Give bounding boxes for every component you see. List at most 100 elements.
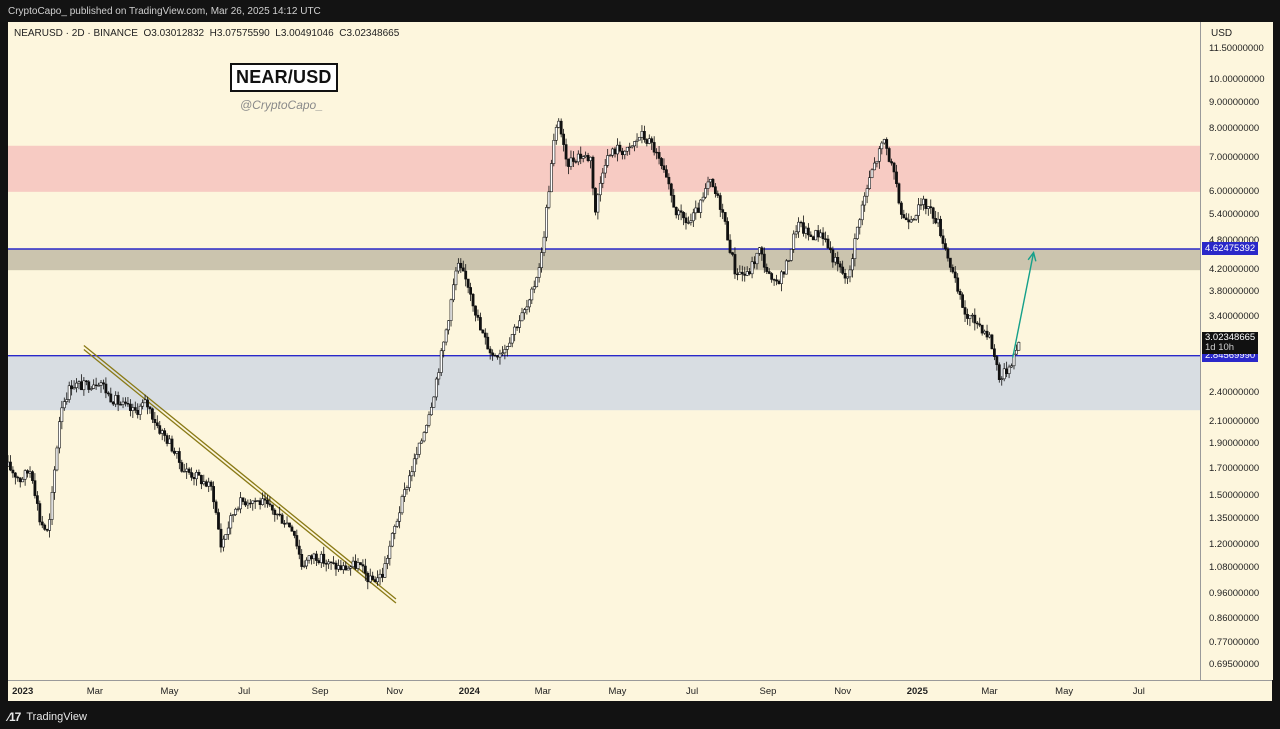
candle-body	[899, 202, 903, 215]
candle-body	[141, 402, 145, 407]
candle-body	[307, 555, 311, 561]
candle-body	[327, 561, 331, 565]
candle-body	[72, 387, 76, 390]
candle-body	[133, 407, 137, 411]
price-tick-label: 1.90000000	[1209, 438, 1260, 450]
candle-body	[461, 267, 465, 272]
time-tick-label: 2023	[12, 686, 34, 697]
candle-body	[584, 155, 588, 158]
candle-body	[182, 471, 186, 473]
candle-body	[713, 186, 717, 195]
candle-body	[652, 142, 656, 153]
candle-body	[706, 181, 710, 189]
candle-body	[187, 468, 191, 473]
time-tick-label: Mar	[86, 686, 104, 697]
candle-body	[388, 545, 392, 559]
candle-body	[493, 354, 497, 357]
candle-body	[43, 524, 47, 530]
candle-body	[564, 144, 568, 160]
candle-body	[985, 330, 989, 338]
price-tick-label: 3.40000000	[1209, 310, 1260, 322]
candle-body	[836, 257, 840, 265]
candle-body	[995, 356, 999, 366]
candle-body	[351, 560, 355, 568]
candle-body	[1010, 365, 1013, 368]
chart-area[interactable]: NEARUSD · 2D · BINANCE O3.03012832 H3.07…	[8, 22, 1200, 680]
candle-body	[383, 563, 387, 578]
price-chart[interactable]	[8, 22, 1200, 680]
time-tick-label: May	[608, 686, 627, 697]
candle-body	[153, 419, 157, 424]
candle-body	[155, 422, 159, 426]
price-tick-label: 1.50000000	[1209, 490, 1260, 502]
candle-body	[16, 476, 20, 479]
candle-body	[151, 408, 154, 420]
candle-body	[496, 355, 499, 358]
candle-body	[941, 235, 945, 244]
price-axis[interactable]: USD 11.50000000 10.00000000 9.00000000 8.00…	[1200, 22, 1273, 680]
candle-body	[611, 148, 614, 156]
candle-body	[750, 261, 754, 275]
candle-body	[82, 380, 86, 391]
candle-body	[217, 512, 220, 530]
candle-body	[657, 152, 661, 159]
candle-body	[234, 508, 238, 515]
candle-body	[207, 481, 211, 487]
candle-body	[772, 279, 776, 281]
candle-body	[623, 150, 627, 156]
candle-body	[961, 294, 964, 308]
candle-body	[628, 146, 632, 149]
legend-open: O3.03012832	[143, 28, 205, 39]
candle-body	[635, 139, 639, 142]
candle-body	[202, 481, 206, 485]
candle-body	[510, 334, 514, 344]
candle-body	[471, 293, 475, 307]
candle-body	[97, 385, 100, 387]
candle-body	[594, 187, 597, 213]
tradingview-brand[interactable]: ⁄17 TradingView	[8, 710, 87, 724]
candle-body	[300, 554, 304, 567]
candle-body	[65, 399, 69, 402]
candle-body	[922, 198, 925, 205]
candle-body	[246, 502, 250, 506]
candle-body	[75, 382, 78, 388]
candle-body	[67, 385, 71, 400]
candle-body	[483, 332, 487, 338]
candle-body	[841, 266, 845, 274]
projection-arrow-shaft	[1012, 252, 1035, 358]
candle-body	[434, 378, 438, 398]
candle-body	[405, 487, 409, 490]
candle-body	[826, 238, 830, 249]
candle-body	[574, 161, 578, 163]
tradingview-brand-label: TradingView	[26, 711, 87, 723]
candle-body	[310, 555, 313, 560]
candle-body	[684, 217, 688, 224]
candle-body	[197, 472, 201, 476]
candle-body	[784, 260, 788, 275]
candle-body	[520, 312, 524, 322]
candle-body	[770, 273, 774, 280]
candle-body	[170, 438, 174, 452]
candle-body	[608, 154, 612, 157]
candle-body	[535, 277, 539, 288]
candle-body	[606, 155, 610, 166]
candle-body	[501, 352, 504, 355]
legend-symbol: NEARUSD · 2D · BINANCE	[14, 28, 138, 39]
price-tick-label: 0.69500000	[1209, 659, 1260, 671]
candle-body	[503, 349, 507, 354]
candle-body	[268, 503, 272, 506]
candle-body	[138, 405, 142, 415]
candle-body	[875, 160, 879, 164]
candle-body	[403, 489, 406, 497]
candle-body	[912, 218, 916, 221]
price-tick-label: 0.96000000	[1209, 588, 1260, 600]
candle-body	[131, 407, 135, 411]
candle-body	[185, 468, 189, 472]
time-axis[interactable]: 2023 Mar May Jul Sep Nov 2024 Mar May Jul Sep Nov 20…	[8, 680, 1272, 702]
candle-body	[951, 267, 955, 273]
candle-body	[569, 157, 573, 167]
candle-body	[192, 477, 196, 480]
candle-body	[195, 472, 198, 480]
candle-body	[452, 284, 455, 301]
candle-body	[317, 560, 321, 564]
